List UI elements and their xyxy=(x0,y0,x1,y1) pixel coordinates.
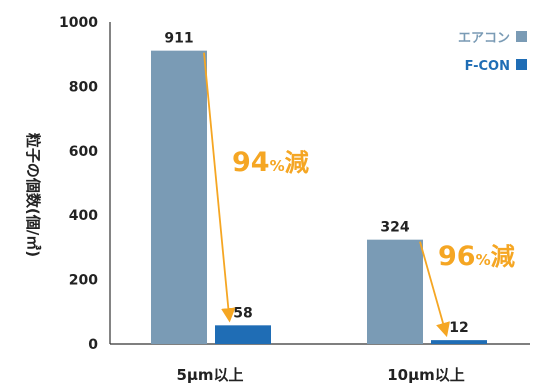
bar-value-label: 911 xyxy=(164,31,193,47)
legend-label: F-CON xyxy=(465,59,510,74)
y-tick-label: 600 xyxy=(69,144,98,160)
bar-value-label: 12 xyxy=(449,320,468,336)
bar-value-label: 58 xyxy=(233,305,252,321)
legend-swatch xyxy=(516,31,527,42)
legend-label: エアコン xyxy=(458,31,510,46)
y-tick-label: 0 xyxy=(88,337,98,353)
y-axis-label: 粒子の個数(個/㎥) xyxy=(24,133,42,257)
bar xyxy=(367,239,423,344)
reduction-arrow xyxy=(203,52,236,323)
bar xyxy=(151,50,207,345)
bar xyxy=(215,325,271,344)
y-tick-label: 200 xyxy=(69,273,98,289)
y-tick-label: 400 xyxy=(69,208,98,224)
x-category-label: 5μm以上 xyxy=(176,366,243,384)
bar-value-label: 324 xyxy=(380,220,409,236)
legend-swatch xyxy=(516,59,527,70)
reduction-label: 96%減 xyxy=(438,241,516,272)
reduction-arrow xyxy=(419,241,450,338)
x-category-label: 10μm以上 xyxy=(387,366,465,384)
reduction-label: 94%減 xyxy=(232,147,310,178)
bar xyxy=(431,340,487,344)
y-tick-label: 1000 xyxy=(59,15,98,31)
y-tick-label: 800 xyxy=(69,79,98,95)
